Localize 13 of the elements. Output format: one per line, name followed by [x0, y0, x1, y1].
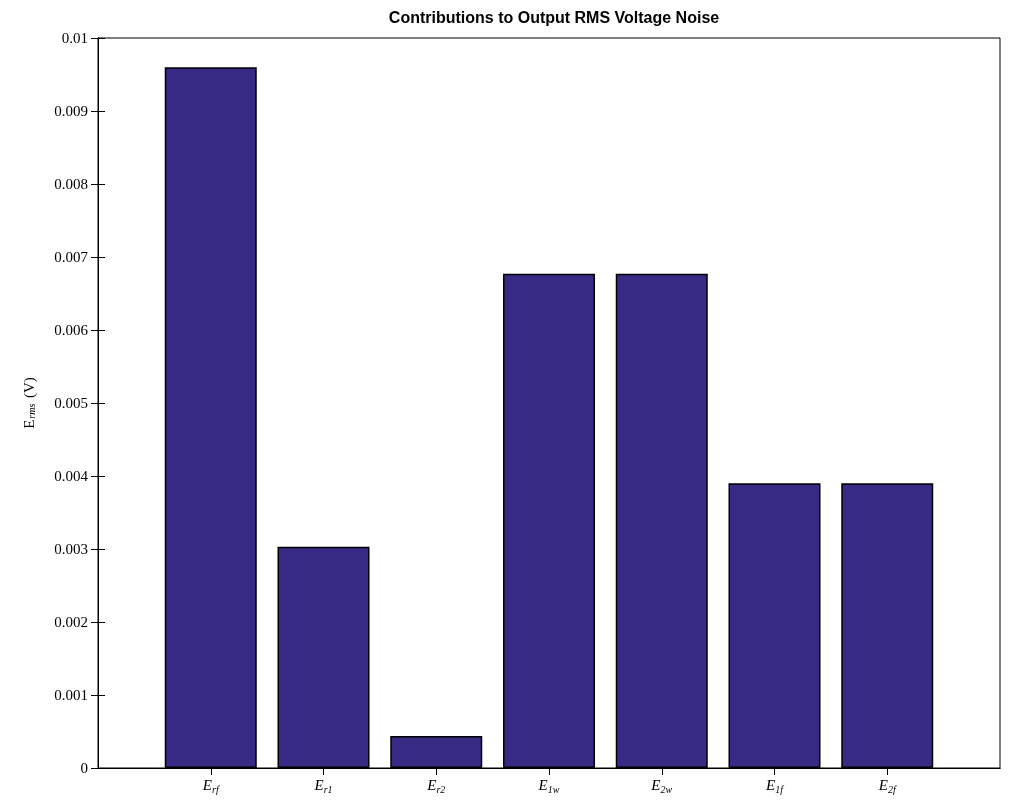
y-tick-label: 0.001 [54, 687, 88, 703]
y-tick-label: 0.008 [54, 176, 88, 192]
y-tick-label: 0.002 [54, 614, 88, 630]
y-tick-label: 0.009 [54, 103, 88, 119]
y-tick-label: 0.007 [54, 249, 89, 265]
y-tick-label: 0 [80, 760, 88, 776]
y-tick-label: 0.01 [61, 30, 88, 46]
chart-title: Contributions to Output RMS Voltage Noise [388, 8, 720, 26]
y-tick-label: 0.005 [54, 395, 88, 411]
y-axis-title: Erms (V) [20, 377, 38, 429]
y-tick-label: 0.003 [54, 541, 88, 557]
y-tick-label: 0.004 [54, 468, 89, 484]
y-tick-label: 0.006 [54, 322, 89, 338]
